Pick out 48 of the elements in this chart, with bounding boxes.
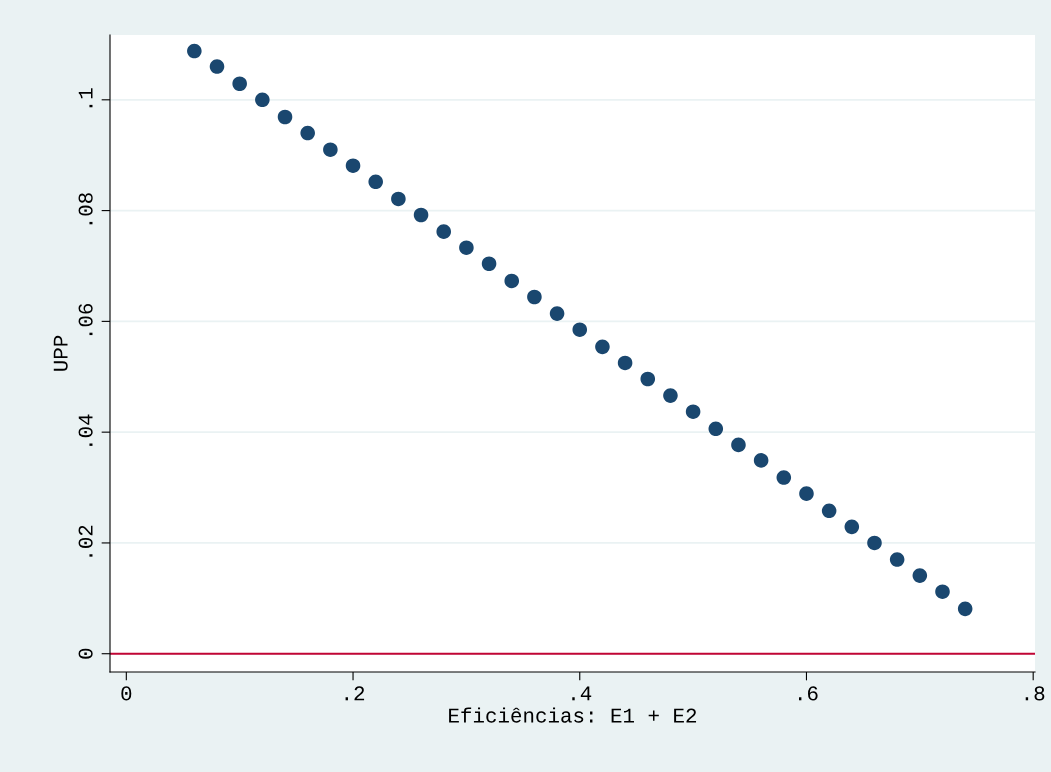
point	[549, 306, 565, 321]
point	[663, 388, 678, 403]
point	[731, 437, 746, 453]
point	[209, 59, 225, 74]
point	[935, 584, 950, 599]
x-tick-label: .8	[1025, 686, 1045, 701]
point	[776, 470, 792, 485]
point	[413, 207, 429, 223]
point	[572, 322, 588, 337]
point	[685, 404, 701, 419]
point	[753, 453, 769, 468]
point	[889, 552, 905, 567]
point	[912, 568, 928, 583]
point	[481, 256, 497, 272]
point	[300, 125, 315, 141]
point	[617, 355, 633, 371]
point	[640, 371, 656, 387]
y-tick-label: 0	[78, 648, 93, 659]
point	[391, 191, 406, 207]
y-tick-label: .1	[78, 88, 93, 108]
point	[345, 158, 361, 174]
point	[232, 76, 247, 92]
point	[459, 240, 474, 255]
x-axis-title: Eficiências: E1 + E2	[449, 707, 697, 723]
x-tick-label: 0	[121, 686, 132, 701]
point	[368, 174, 383, 190]
point	[504, 273, 520, 289]
y-tick-label: .04	[78, 414, 93, 446]
point	[595, 339, 610, 355]
x-tick-label: .2	[345, 686, 365, 701]
point	[844, 519, 860, 535]
point	[187, 43, 202, 59]
y-axis-title: UPP	[53, 335, 68, 371]
point	[277, 109, 293, 125]
point	[255, 92, 270, 108]
point	[821, 503, 837, 519]
y-tick-label: .02	[78, 525, 93, 557]
x-tick-label: .4	[572, 686, 592, 701]
point	[708, 421, 724, 437]
point	[323, 142, 338, 157]
point	[867, 535, 882, 551]
point	[799, 486, 814, 501]
point	[436, 224, 452, 239]
y-tick-label: .06	[78, 303, 93, 336]
x-tick-label: .6	[799, 686, 818, 701]
y-tick-label: .08	[78, 193, 93, 225]
point	[527, 289, 542, 305]
point	[957, 601, 973, 617]
